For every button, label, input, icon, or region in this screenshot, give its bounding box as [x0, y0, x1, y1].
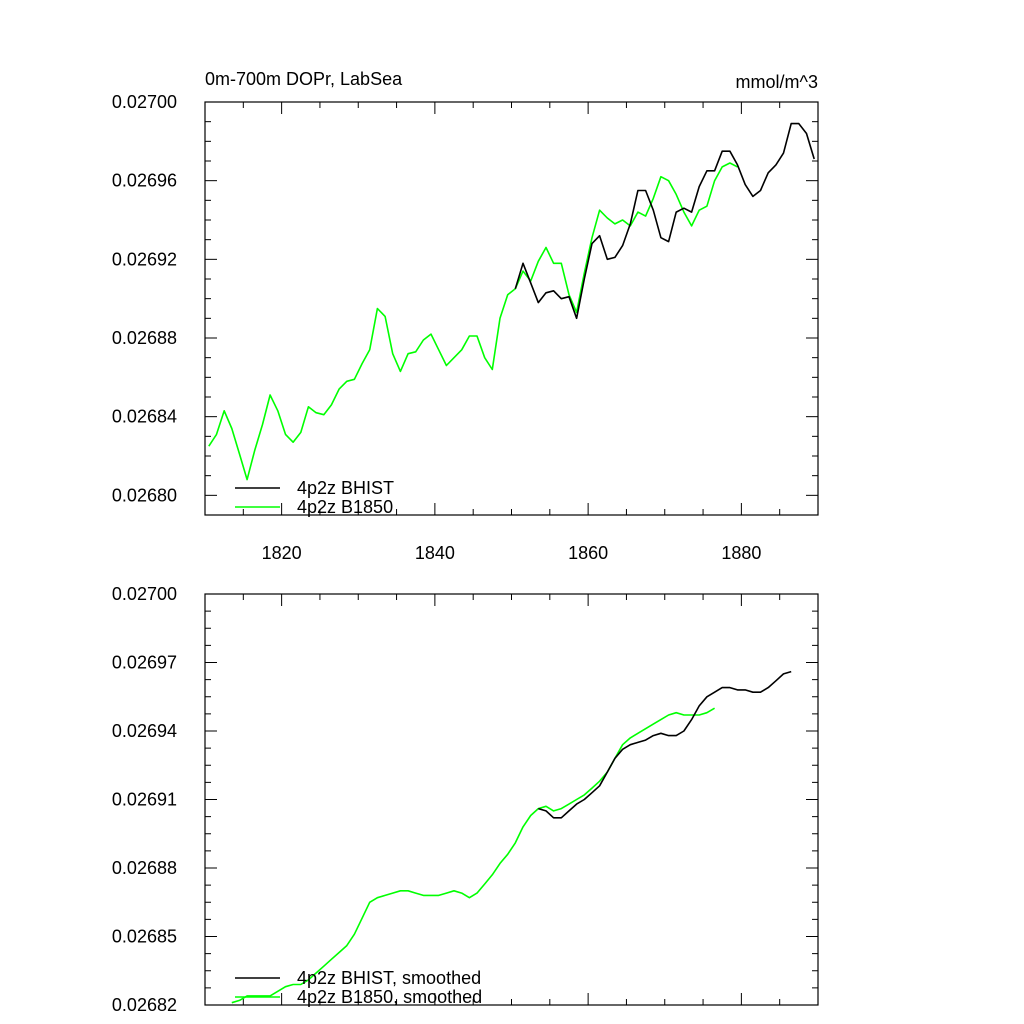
y-tick-label: 0.02697 [112, 653, 177, 673]
y-tick-label: 0.02688 [112, 328, 177, 348]
y-tick-label: 0.02700 [112, 92, 177, 112]
x-tick-label: 1840 [415, 543, 455, 563]
x-tick-label: 1880 [721, 543, 761, 563]
series-line-b1850 [231, 707, 716, 1004]
y-tick-label: 0.02682 [112, 995, 177, 1015]
y-tick-label: 0.02696 [112, 171, 177, 191]
y-tick-label: 0.02685 [112, 927, 177, 947]
series-line-bhist [538, 670, 792, 819]
y-tick-label: 0.02688 [112, 858, 177, 878]
chart-title: 0m-700m DOPr, LabSea [205, 69, 403, 89]
units-label: mmol/m^3 [736, 72, 818, 92]
legend-label-b1850: 4p2z B1850, smoothed [297, 987, 482, 1007]
plot-top: 1820 1840 1860 1880 0.02680 0.02684 0.02688 0.0… [112, 69, 819, 563]
x-tick-label: 1860 [568, 543, 608, 563]
y-tick-label: 0.02691 [112, 790, 177, 810]
legend-label-bhist: 4p2z BHIST [297, 478, 394, 498]
series-line-b1850 [208, 162, 738, 481]
plot-bottom: 0.02682 0.02685 0.02688 0.02691 0.02694 0.026… [112, 584, 819, 1015]
y-tick-label: 0.02694 [112, 721, 177, 741]
y-tick-label: 0.02700 [112, 584, 177, 604]
x-tick-label: 1820 [262, 543, 302, 563]
y-tick-label: 0.02680 [112, 485, 177, 505]
legend-label-b1850: 4p2z B1850 [297, 497, 393, 517]
y-tick-label: 0.02692 [112, 249, 177, 269]
legend-label-bhist: 4p2z BHIST, smoothed [297, 968, 481, 988]
series-line-bhist [514, 122, 815, 320]
y-tick-label: 0.02684 [112, 407, 177, 427]
